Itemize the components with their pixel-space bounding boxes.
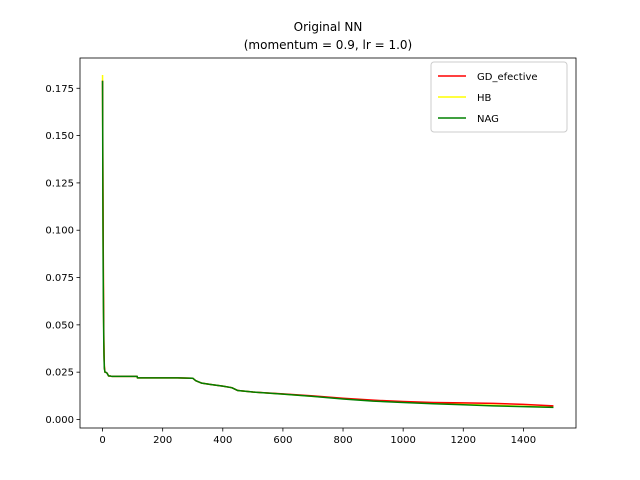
x-tick-label: 400	[213, 435, 232, 446]
legend: GD_efective HB NAG	[430, 61, 568, 133]
y-tick-label: 0.175	[45, 84, 74, 95]
y-tick-label: 0.075	[45, 273, 74, 284]
legend-frame	[430, 61, 568, 133]
x-tick-label: 1000	[390, 435, 415, 446]
series-layer	[101, 75, 554, 409]
plot-area-frame	[79, 57, 577, 429]
series-line-nag	[101, 80, 554, 409]
x-tick-label: 200	[153, 435, 172, 446]
x-tick-label: 800	[333, 435, 352, 446]
y-tick-label: 0.100	[45, 226, 74, 237]
y-tick-label: 0.125	[45, 178, 74, 189]
legend-label-gd-efective: GD_efective	[477, 72, 538, 83]
y-tick-label: 0.000	[45, 415, 74, 426]
legend-label-nag: NAG	[477, 114, 499, 125]
y-tick-label: 0.050	[45, 320, 74, 331]
x-tick-label: 0	[99, 435, 105, 446]
chart-title: Original NN	[294, 20, 363, 34]
axes-layer: 0 200 400 600 800 1000 1200 1400 0.000 0.025 0.050…	[45, 57, 577, 446]
legend-label-hb: HB	[477, 93, 492, 104]
chart-subtitle: (momentum = 0.9, lr = 1.0)	[244, 38, 413, 52]
y-tick-label: 0.150	[45, 131, 74, 142]
y-tick-label: 0.025	[45, 368, 74, 379]
x-tick-label: 1400	[511, 435, 536, 446]
x-tick-label: 1200	[451, 435, 476, 446]
x-tick-label: 600	[273, 435, 292, 446]
